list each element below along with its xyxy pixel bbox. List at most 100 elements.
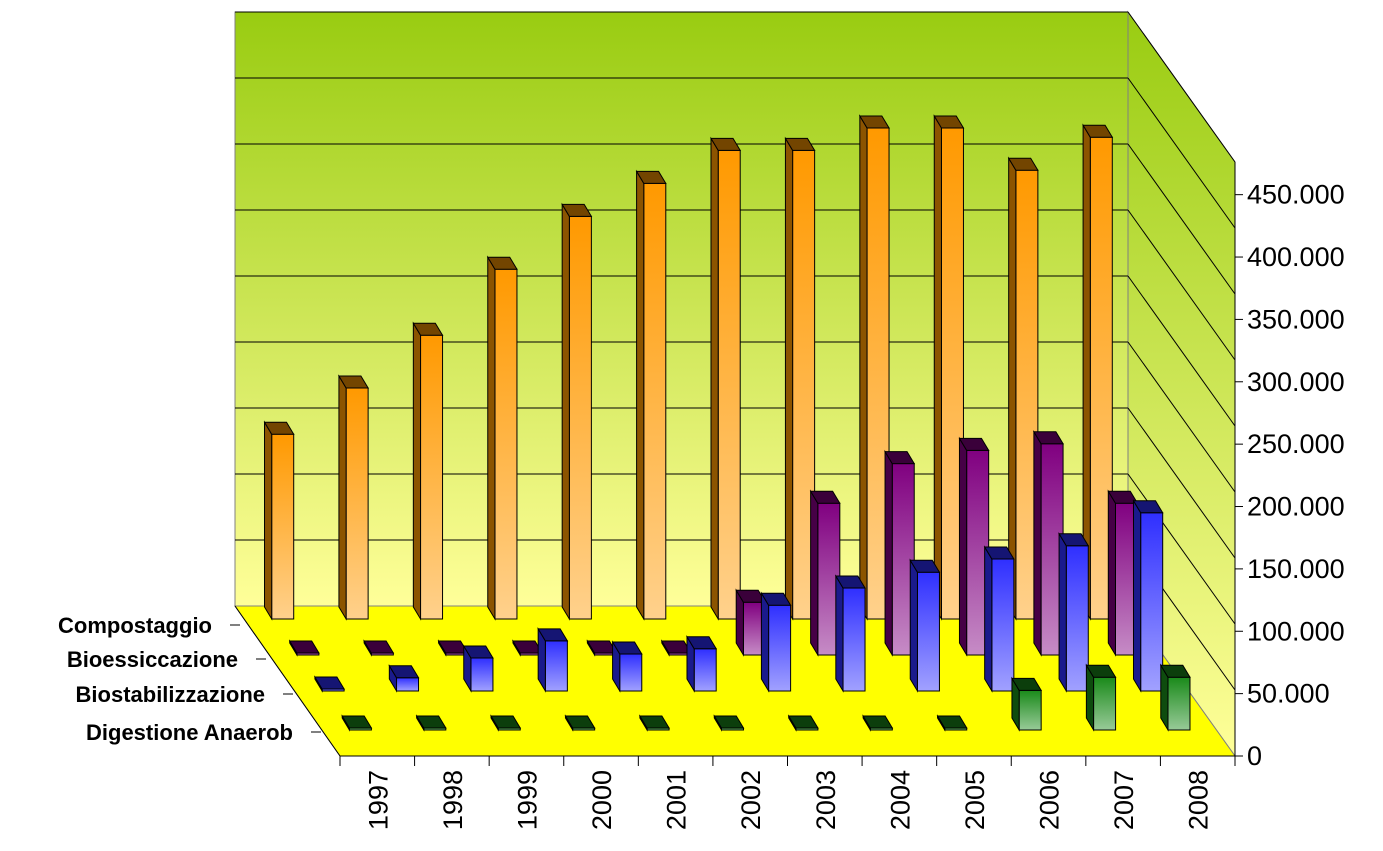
bar-top xyxy=(958,437,990,451)
bar-side xyxy=(1033,429,1042,657)
bar-side xyxy=(1107,489,1116,657)
bar-top xyxy=(490,715,522,729)
x-tick-label: 2006 xyxy=(1035,770,1065,830)
bar-top xyxy=(1132,500,1164,514)
bar-front xyxy=(494,268,518,620)
bar-top xyxy=(638,715,670,729)
bar-front xyxy=(396,677,420,692)
bar-top xyxy=(263,421,295,435)
bar xyxy=(884,449,916,657)
bar-top xyxy=(1007,157,1039,171)
bar xyxy=(983,545,1015,693)
bar-side xyxy=(835,574,844,693)
bar-top xyxy=(784,137,816,151)
bar-side xyxy=(710,136,719,621)
bar-side xyxy=(958,436,968,657)
bar xyxy=(1107,489,1139,657)
y-tick-label: 350.000 xyxy=(1247,304,1345,334)
bar-front xyxy=(568,215,592,620)
bar-side xyxy=(884,449,893,657)
bar-side xyxy=(561,202,570,621)
x-tick-label: 2000 xyxy=(587,770,617,830)
bar xyxy=(635,169,667,621)
gridline-side xyxy=(1127,341,1236,493)
bar-front xyxy=(1140,512,1164,692)
bar-top xyxy=(412,322,444,336)
bar xyxy=(564,714,596,732)
bar xyxy=(809,489,841,657)
bar-top xyxy=(1159,664,1191,678)
bar xyxy=(909,558,941,693)
bar-side xyxy=(264,420,273,621)
bar-top xyxy=(564,715,596,729)
bar-top xyxy=(415,715,447,729)
bar-side xyxy=(338,374,347,621)
x-axis-ticks: 1997 1998 1999 2000 2001 2002 2003 2004 2005 2006… xyxy=(339,756,1236,830)
x-tick-label: 1998 xyxy=(438,770,468,830)
bar xyxy=(862,714,894,732)
bar xyxy=(638,714,670,732)
bar-side xyxy=(1058,531,1067,693)
bar xyxy=(936,714,968,732)
bar xyxy=(1058,531,1090,693)
bar-top xyxy=(862,715,894,729)
bar-side xyxy=(1132,498,1142,693)
bar-top xyxy=(936,715,968,729)
bar xyxy=(462,644,494,693)
bar-top xyxy=(834,575,866,589)
y-tick-label: 0 xyxy=(1247,741,1262,771)
bar-top xyxy=(561,203,593,217)
bar xyxy=(760,591,792,693)
series-label: Biostabilizzazione xyxy=(76,682,265,707)
bar-top xyxy=(486,256,518,270)
bar xyxy=(537,627,569,693)
series-label: Bioessiccazione xyxy=(67,647,238,672)
bar xyxy=(1132,498,1164,693)
bar-top xyxy=(809,490,841,504)
y-tick-label: 100.000 xyxy=(1247,616,1345,646)
bar xyxy=(1082,123,1114,621)
bar-front xyxy=(470,657,494,692)
bar xyxy=(958,436,990,657)
y-tick-label: 300.000 xyxy=(1247,367,1345,397)
bar-side xyxy=(1008,156,1017,621)
bar-front xyxy=(991,558,1015,692)
bar-side xyxy=(487,255,496,621)
bar xyxy=(363,639,395,657)
bar xyxy=(512,639,544,657)
bar xyxy=(314,675,345,693)
bar xyxy=(415,714,447,732)
bar-top xyxy=(1011,677,1043,691)
series-digestione-anaerob xyxy=(341,663,1191,732)
bar-top xyxy=(884,451,916,465)
y-tick-label: 450.000 xyxy=(1247,180,1345,210)
bar-top xyxy=(314,676,345,690)
y-tick-label: 150.000 xyxy=(1247,554,1345,584)
bar-top xyxy=(858,115,890,129)
bar-top xyxy=(686,636,718,650)
bar xyxy=(787,714,819,732)
series-label: Digestione Anaerob xyxy=(86,720,293,745)
bar xyxy=(561,202,593,621)
bar-top xyxy=(1032,431,1064,445)
y-tick-label: 250.000 xyxy=(1247,429,1345,459)
bar xyxy=(660,639,692,657)
bars-layer xyxy=(263,114,1191,732)
bar-front xyxy=(768,604,792,692)
bar-front xyxy=(842,587,866,692)
bar-top xyxy=(288,640,320,654)
bar xyxy=(933,114,965,621)
bar xyxy=(834,574,866,693)
bar-front xyxy=(271,433,295,620)
bar-front xyxy=(717,149,741,620)
bar xyxy=(858,114,890,621)
bar-front xyxy=(420,334,444,620)
bar-top xyxy=(713,715,745,729)
gridline-side xyxy=(1127,473,1236,625)
bar-front xyxy=(1093,676,1117,731)
bar xyxy=(713,714,745,732)
bar-side xyxy=(933,114,942,621)
bar xyxy=(710,136,742,621)
bar xyxy=(611,640,643,693)
bar-top xyxy=(760,592,792,606)
